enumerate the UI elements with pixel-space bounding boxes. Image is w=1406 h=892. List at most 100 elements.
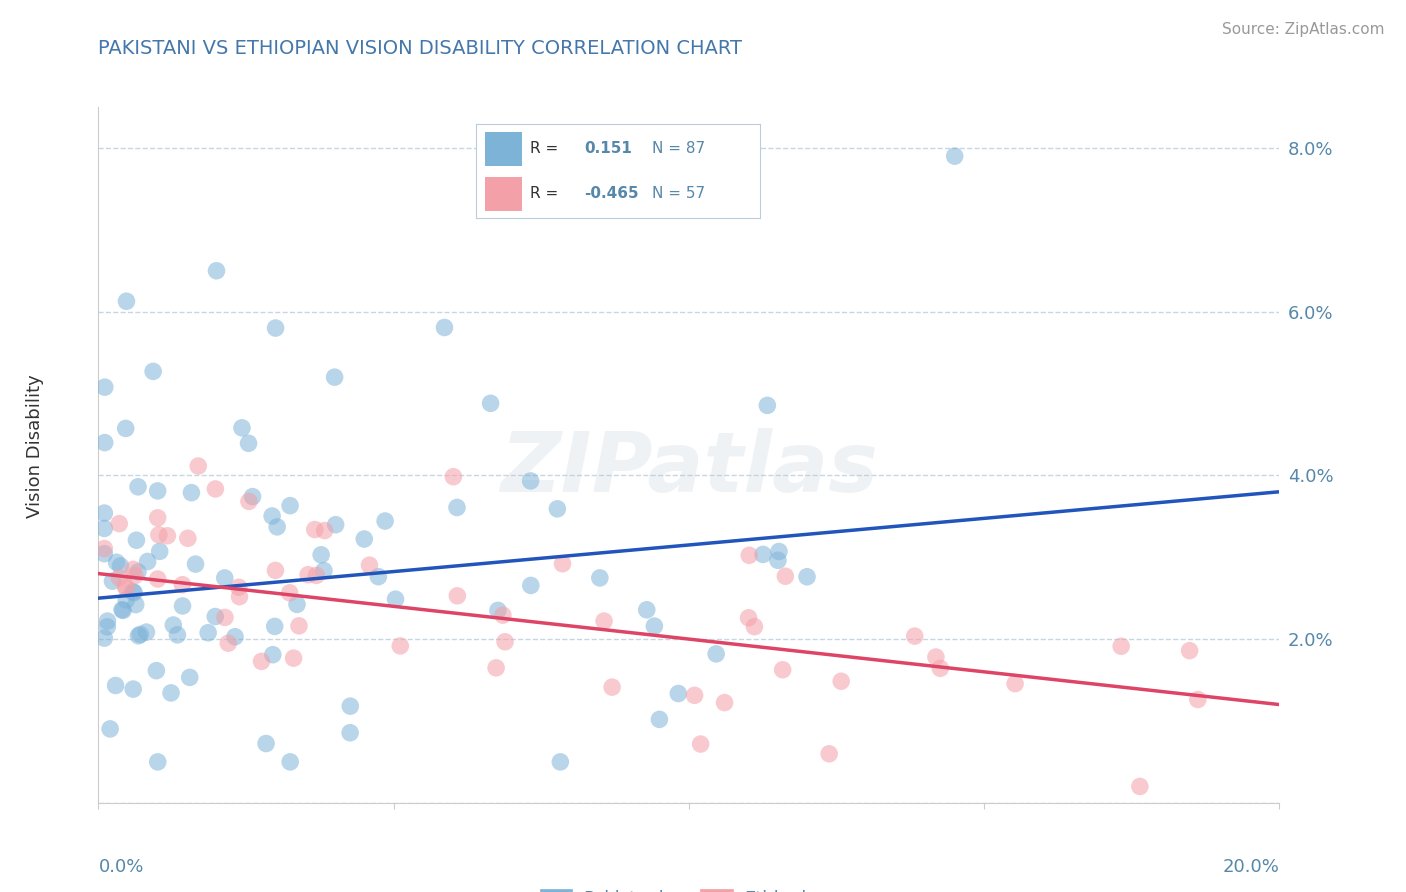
Point (305, 568, 328, 582)
Point (262, 508, 284, 523)
Point (943, 149, 966, 163)
Point (278, 755, 301, 769)
Point (752, 548, 775, 562)
Legend: Pakistanis, Ethiopians: Pakistanis, Ethiopians (533, 881, 845, 892)
Point (160, 686, 183, 700)
Point (156, 529, 179, 543)
Point (122, 562, 145, 576)
Point (796, 570, 818, 584)
Point (105, 555, 128, 569)
Point (146, 755, 169, 769)
Point (1187, 692, 1209, 706)
Text: R =: R = (530, 186, 558, 202)
Point (359, 558, 381, 573)
Point (148, 528, 170, 542)
Point (384, 592, 406, 607)
Text: N = 57: N = 57 (652, 186, 706, 202)
Point (238, 494, 260, 508)
Point (214, 610, 236, 624)
Point (1004, 676, 1026, 690)
Point (242, 490, 264, 504)
Point (224, 630, 246, 644)
Point (263, 619, 285, 633)
Point (136, 554, 159, 568)
Point (127, 480, 149, 494)
Point (146, 572, 169, 586)
Point (217, 636, 239, 650)
Point (177, 531, 200, 545)
Point (108, 571, 131, 585)
Text: PAKISTANI VS ETHIOPIAN VISION DISABILITY CORRELATION CHART: PAKISTANI VS ETHIOPIAN VISION DISABILITY… (98, 39, 742, 58)
Point (250, 654, 273, 668)
Point (929, 661, 952, 675)
Point (325, 517, 347, 532)
Point (589, 571, 612, 585)
Point (127, 629, 149, 643)
Point (93, 506, 115, 520)
Point (101, 574, 124, 589)
Point (114, 578, 136, 592)
Text: R =: R = (530, 141, 558, 156)
Point (96, 614, 118, 628)
Point (93, 631, 115, 645)
Point (146, 511, 169, 525)
Point (124, 568, 146, 582)
Point (285, 598, 308, 612)
Point (738, 549, 761, 563)
Point (149, 544, 172, 558)
Point (304, 523, 326, 537)
Point (122, 682, 145, 697)
Point (266, 520, 288, 534)
Point (756, 398, 779, 412)
Point (600, 680, 623, 694)
Text: ZIPatlas: ZIPatlas (501, 428, 877, 509)
Point (172, 599, 194, 613)
Point (145, 664, 167, 678)
Text: 0.151: 0.151 (583, 141, 631, 156)
Point (98, 722, 121, 736)
Point (312, 564, 335, 578)
Point (446, 589, 468, 603)
Point (115, 294, 138, 309)
Text: -0.465: -0.465 (583, 186, 638, 202)
Point (197, 625, 219, 640)
Point (93, 435, 115, 450)
Point (93, 541, 115, 556)
Point (494, 634, 516, 648)
Point (593, 614, 616, 628)
Point (339, 725, 361, 739)
Text: Vision Disability: Vision Disability (27, 374, 44, 518)
Point (374, 514, 396, 528)
Point (278, 499, 301, 513)
Point (648, 712, 671, 726)
Point (683, 689, 706, 703)
Text: 20.0%: 20.0% (1223, 858, 1279, 877)
Point (323, 370, 346, 384)
Point (546, 501, 568, 516)
Point (214, 571, 236, 585)
Point (689, 737, 711, 751)
Point (231, 421, 253, 435)
Point (441, 469, 464, 483)
Point (766, 553, 789, 567)
Text: 0.0%: 0.0% (98, 858, 143, 877)
Point (925, 650, 948, 665)
Point (142, 364, 165, 378)
Point (704, 647, 727, 661)
Point (205, 264, 228, 278)
Point (446, 500, 468, 515)
Point (114, 421, 136, 435)
Point (492, 608, 515, 623)
Point (115, 582, 138, 596)
Point (904, 629, 927, 643)
Point (172, 577, 194, 591)
Point (96, 620, 118, 634)
Point (643, 619, 665, 633)
Point (187, 458, 209, 473)
Point (254, 737, 277, 751)
Point (486, 603, 509, 617)
Point (551, 557, 574, 571)
Point (104, 679, 127, 693)
Point (122, 585, 145, 599)
Point (135, 625, 157, 640)
